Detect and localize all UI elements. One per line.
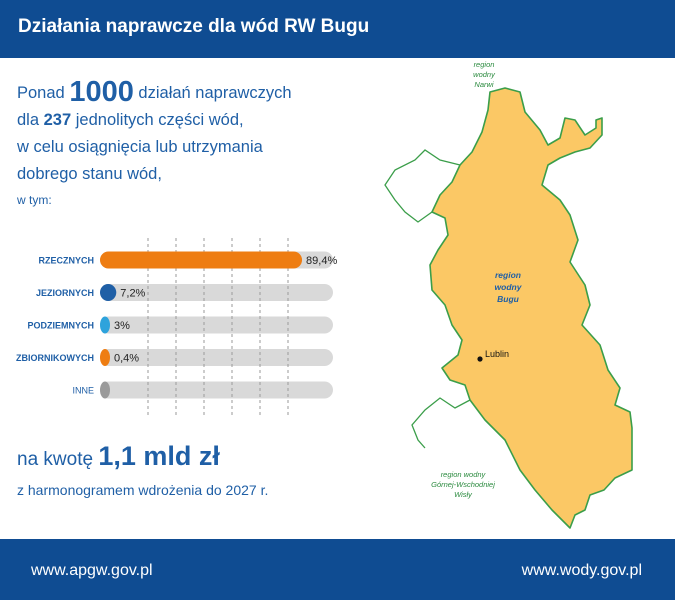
amount-schedule: z harmonogramem wdrożenia do 2027 r. [17,482,269,498]
intro-text: Ponad 1000 działań naprawczych dla 237 j… [17,76,337,188]
bar-inne [100,381,110,399]
page-title: Działania naprawcze dla wód RW Bugu [18,16,370,37]
amount-value: 1,1 mld zł [98,441,220,471]
category-label: JEZIORNYCH [36,288,94,298]
bar-rzecznych [100,251,303,269]
category-label: PODZIEMNYCH [27,321,94,331]
category-label: RZECZNYCH [39,256,95,266]
footer-bar: www.apgw.gov.pl www.wody.gov.pl [0,539,675,600]
bar-chart: RZECZNYCH 89,4% JEZIORNYCH 7,2% PODZIEMNYCH 3… [16,238,337,417]
value-label: 3% [114,320,130,332]
north-region-label-3: Narwi [474,80,494,89]
city-label: Lublin [485,349,509,359]
category-label: ZBIORNIKOWYCH [16,353,94,363]
category-label: INNE [72,386,94,396]
intro-line-3: w celu osiągnięcia lub utrzymania [17,138,263,156]
value-label: 89,4% [306,255,337,267]
header-bar: Działania naprawcze dla wód RW Bugu [0,0,675,58]
intro-sub: w tym: [17,193,52,207]
intro-line-4: dobrego stanu wód, [17,165,162,183]
region-shape [429,87,633,529]
intro-line-2: dla 237 jednolitych części wód, [17,111,244,129]
northern-river-line [384,149,461,223]
south-region-label-2: Górnej-Wschodniej [431,480,495,489]
center-region-label-1: region [495,270,521,280]
south-region-label-3: Wisły [454,490,473,499]
center-region-label-3: Bugu [497,294,520,304]
southern-river-line [411,397,471,449]
intro-line-1: Ponad 1000 działań naprawczych [17,76,292,108]
bar-track [100,349,333,366]
parts-count: 237 [43,111,72,129]
center-region-label-2: wodny [495,282,523,292]
footer-link-wody[interactable]: www.wody.gov.pl [521,562,642,579]
bar-track [100,316,333,334]
north-region-label-1: region [474,60,495,69]
bug-region-map: region wodny Narwi region wodny Bugu Lub… [384,60,633,529]
footer-link-apgw[interactable]: www.apgw.gov.pl [31,562,153,579]
actions-count: 1000 [69,76,134,108]
bar-zbiornikowych [100,349,110,366]
bar-track [100,284,333,301]
south-region-label-1: region wodny [441,470,487,479]
amount-line: na kwotę 1,1 mld zł [17,441,220,471]
north-region-label-2: wodny [473,70,496,79]
bar-podziemnych [100,316,110,334]
bar-jeziornych [100,284,117,301]
value-label: 0,4% [114,353,139,365]
bar-track [100,381,333,399]
value-label: 7,2% [120,288,145,300]
city-marker [477,356,483,362]
